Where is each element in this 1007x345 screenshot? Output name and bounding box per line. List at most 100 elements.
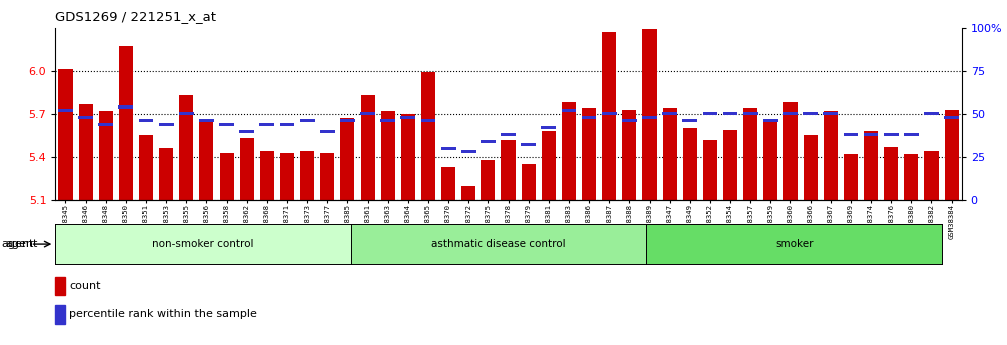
Bar	[924, 112, 939, 116]
Bar	[79, 116, 93, 119]
Bar	[501, 140, 516, 200]
Bar	[904, 133, 918, 136]
Bar	[159, 122, 173, 126]
Bar	[501, 133, 516, 136]
Bar	[844, 133, 858, 136]
Bar	[642, 29, 657, 200]
Bar	[884, 133, 898, 136]
Bar	[743, 112, 757, 116]
Bar	[642, 116, 657, 119]
Bar	[99, 111, 113, 200]
Bar	[864, 133, 878, 136]
Bar	[602, 112, 616, 116]
Bar	[300, 151, 314, 200]
Text: GDS1269 / 221251_x_at: GDS1269 / 221251_x_at	[55, 10, 217, 23]
Bar	[99, 122, 113, 126]
Bar	[58, 69, 73, 200]
Bar	[663, 112, 677, 116]
Bar	[743, 108, 757, 200]
Bar	[381, 119, 395, 122]
Bar	[220, 152, 234, 200]
Bar	[542, 131, 556, 200]
Bar	[441, 167, 455, 200]
Bar	[320, 129, 334, 132]
Bar	[461, 186, 475, 200]
Bar	[824, 112, 838, 116]
Bar	[361, 112, 375, 116]
Bar	[260, 151, 274, 200]
Bar	[260, 122, 274, 126]
Text: agent: agent	[5, 239, 37, 249]
Bar	[220, 122, 234, 126]
Bar	[703, 112, 717, 116]
Bar	[622, 109, 636, 200]
Bar	[340, 119, 354, 122]
Bar	[55, 277, 65, 295]
Bar	[824, 111, 838, 200]
Bar	[904, 154, 918, 200]
Bar	[522, 143, 536, 146]
Bar	[139, 136, 153, 200]
Bar	[945, 116, 959, 119]
Bar	[55, 305, 65, 324]
Bar	[945, 109, 959, 200]
Text: count: count	[69, 281, 101, 291]
Bar	[542, 126, 556, 129]
Bar	[280, 122, 294, 126]
Text: smoker: smoker	[775, 239, 814, 249]
Bar	[864, 131, 878, 200]
Bar	[79, 104, 93, 200]
Bar	[683, 128, 697, 200]
Bar	[119, 46, 133, 200]
Bar	[481, 140, 495, 143]
Bar	[804, 112, 818, 116]
Bar	[622, 119, 636, 122]
Bar	[763, 119, 777, 122]
Bar	[783, 102, 798, 200]
Bar	[783, 112, 798, 116]
Bar	[562, 109, 576, 112]
Bar	[421, 72, 435, 200]
Bar	[421, 119, 435, 122]
Bar	[340, 118, 354, 200]
Bar	[139, 119, 153, 122]
Text: asthmatic disease control: asthmatic disease control	[431, 239, 566, 249]
Bar	[723, 112, 737, 116]
Bar	[240, 129, 254, 132]
Text: percentile rank within the sample: percentile rank within the sample	[69, 309, 258, 319]
Bar	[582, 116, 596, 119]
Text: agent: agent	[1, 239, 33, 249]
Bar	[844, 154, 858, 200]
Bar	[58, 109, 73, 112]
Bar	[663, 108, 677, 200]
Bar	[683, 119, 697, 122]
Bar	[763, 122, 777, 200]
Bar	[199, 121, 213, 200]
Bar	[381, 111, 395, 200]
Bar	[884, 147, 898, 200]
Bar	[401, 114, 415, 200]
Bar	[119, 106, 133, 109]
Bar	[461, 150, 475, 153]
Bar	[481, 160, 495, 200]
Bar	[280, 152, 294, 200]
Bar	[582, 108, 596, 200]
Bar	[924, 151, 939, 200]
Bar	[562, 102, 576, 200]
Bar	[602, 32, 616, 200]
Bar	[300, 119, 314, 122]
Text: non-smoker control: non-smoker control	[152, 239, 254, 249]
Bar	[703, 140, 717, 200]
Bar	[723, 130, 737, 200]
Bar	[401, 116, 415, 119]
Bar	[522, 164, 536, 200]
Bar	[159, 148, 173, 200]
Bar	[804, 136, 818, 200]
Bar	[240, 138, 254, 200]
Bar	[179, 95, 193, 200]
Bar	[199, 119, 213, 122]
Bar	[361, 95, 375, 200]
Bar	[179, 112, 193, 116]
Bar	[441, 147, 455, 150]
Bar	[320, 152, 334, 200]
